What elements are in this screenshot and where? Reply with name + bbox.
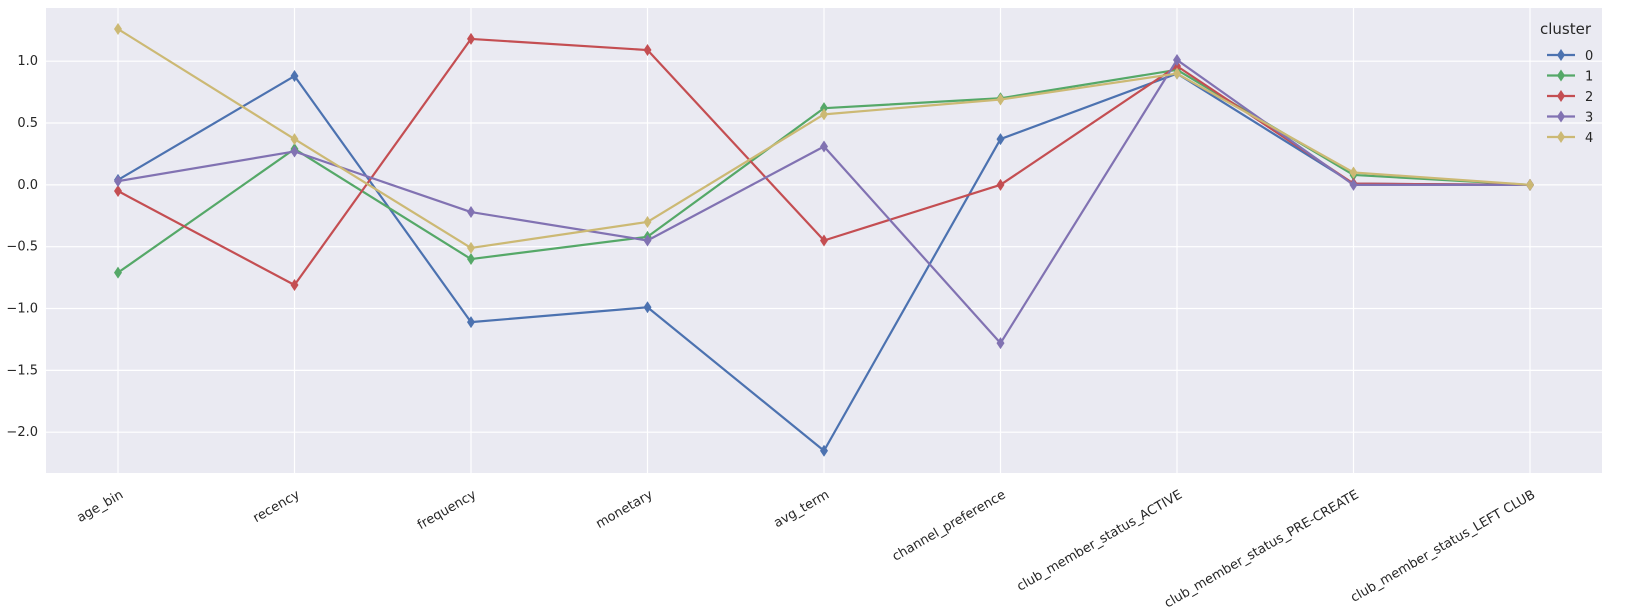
data-point xyxy=(643,215,652,228)
y-tick-label: −1.5 xyxy=(6,363,38,378)
data-point xyxy=(643,44,652,57)
x-tick-label: monetary xyxy=(593,487,655,532)
x-tick-label: age_bin xyxy=(74,487,126,525)
data-point xyxy=(1173,67,1181,80)
data-point xyxy=(290,145,299,158)
x-tick-label: club_member_status_PRE-CREATE xyxy=(1162,487,1362,611)
data-point xyxy=(820,444,828,457)
legend-item-3: 3 xyxy=(1547,110,1593,126)
data-point xyxy=(290,133,299,146)
legend-item-1: 1 xyxy=(1547,69,1593,85)
data-point xyxy=(1173,53,1181,66)
legend-swatch-marker xyxy=(1557,69,1565,82)
y-tick-label: −1.0 xyxy=(6,302,38,317)
legend-item-2: 2 xyxy=(1547,90,1593,105)
legend-label: 3 xyxy=(1585,111,1593,126)
y-tick-label: −0.5 xyxy=(6,240,38,255)
legend-label: 1 xyxy=(1585,70,1593,85)
data-point xyxy=(996,133,1005,146)
series-3 xyxy=(114,53,1534,350)
legend-label: 0 xyxy=(1585,49,1593,64)
data-point xyxy=(467,241,475,254)
legend-swatch-marker xyxy=(1557,110,1565,123)
data-point xyxy=(114,266,122,279)
data-point xyxy=(467,253,475,266)
data-point xyxy=(643,234,652,247)
legend-label: 2 xyxy=(1585,90,1593,105)
data-point xyxy=(1349,178,1358,191)
x-tick-label: avg_term xyxy=(771,487,832,531)
legend-swatch-marker xyxy=(1557,90,1565,102)
legend-swatch-marker xyxy=(1557,131,1565,143)
data-point xyxy=(820,140,828,153)
legend-item-0: 0 xyxy=(1547,49,1593,64)
data-point xyxy=(820,234,828,247)
legend-item-4: 4 xyxy=(1547,131,1593,146)
data-point xyxy=(290,70,299,83)
series-lines xyxy=(114,23,1534,457)
legend-swatch-marker xyxy=(1557,49,1565,61)
y-tick-label: 0.0 xyxy=(17,178,38,193)
y-tick-label: −2.0 xyxy=(6,425,38,440)
data-point xyxy=(643,301,652,314)
data-point xyxy=(996,178,1005,191)
x-tick-label: recency xyxy=(251,487,303,526)
series-4 xyxy=(114,23,1534,254)
data-point xyxy=(290,279,299,292)
x-tick-label: club_member_status_ACTIVE xyxy=(1014,487,1185,594)
x-tick-label: club_member_status_LEFT CLUB xyxy=(1348,487,1538,605)
data-point xyxy=(996,337,1005,350)
x-tick-label: channel_preference xyxy=(890,487,1009,564)
data-point xyxy=(820,102,828,115)
data-point xyxy=(467,316,475,329)
data-point xyxy=(1526,178,1534,191)
x-tick-label: frequency xyxy=(415,487,479,533)
data-point xyxy=(820,108,828,121)
legend-title: cluster xyxy=(1540,20,1592,38)
data-point xyxy=(114,175,122,188)
data-point xyxy=(114,23,122,36)
data-point xyxy=(1349,166,1358,179)
legend-label: 4 xyxy=(1585,131,1593,146)
data-point xyxy=(467,32,475,45)
y-axis-ticks: 1.0 0.5 0.0 −0.5 −1.0 −1.5 −2.0 xyxy=(6,54,38,440)
data-point xyxy=(996,93,1005,106)
data-point xyxy=(114,185,122,198)
y-tick-label: 0.5 xyxy=(17,116,38,131)
data-point xyxy=(467,206,475,219)
y-tick-label: 1.0 xyxy=(17,54,38,69)
legend: cluster 0 1 2 3 4 xyxy=(1540,20,1593,146)
x-axis-ticks: age_bin recency frequency monetary avg_term c… xyxy=(74,487,1538,611)
